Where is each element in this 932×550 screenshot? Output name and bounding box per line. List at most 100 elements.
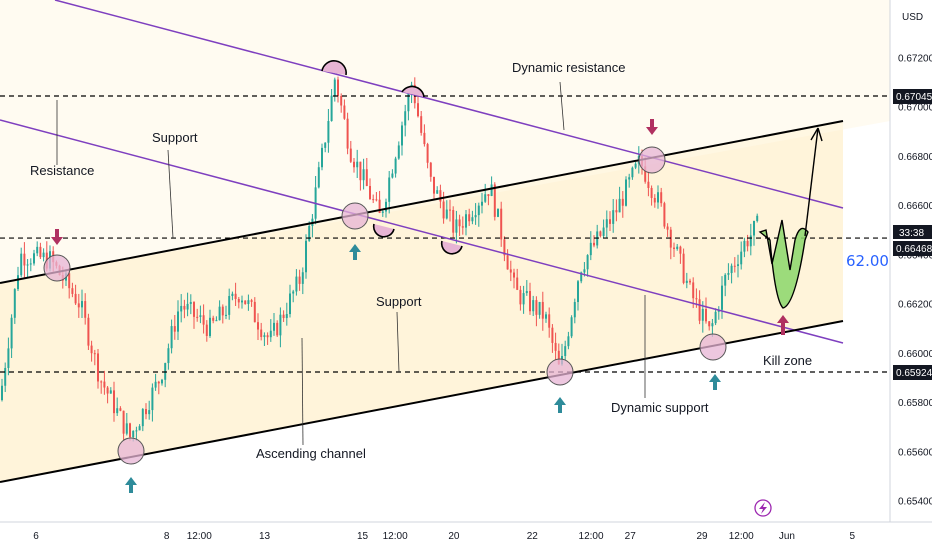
x-tick-label: 22 [527, 531, 539, 542]
x-ticks[interactable]: 6 8 12:00 13 15 12:00 20 22 12:00 27 29 12:00 Jun 5 [33, 531, 855, 542]
candle-body [244, 300, 247, 305]
candle-body [369, 185, 371, 200]
candle-body [708, 321, 711, 327]
candle-body [401, 125, 403, 146]
candle-body [580, 272, 583, 282]
candle-body [602, 227, 605, 236]
candle-body [673, 247, 675, 249]
candle-body [593, 242, 595, 246]
candle-body [509, 269, 512, 273]
candle-body [154, 381, 157, 388]
countdown-text: 33:38 [899, 228, 924, 239]
candle-body [737, 264, 739, 266]
y-tick-label: 0.65800 [898, 398, 932, 409]
candle-body [455, 219, 458, 233]
candle-body [449, 209, 451, 211]
candle-body [372, 199, 375, 201]
candle-body [420, 116, 423, 133]
channel-fill-layer [0, 0, 890, 482]
candle-body [282, 314, 285, 319]
candle-body [625, 179, 627, 206]
candle-body [167, 348, 170, 364]
candle-body [532, 300, 535, 312]
candle-body [503, 239, 506, 256]
candle-body [119, 408, 122, 411]
candle-body [327, 121, 330, 143]
x-tick-label: 6 [33, 531, 39, 542]
candle-body [317, 167, 320, 188]
candle-body [215, 320, 218, 322]
candle-body [340, 96, 343, 106]
up-arrow-icon [349, 244, 361, 260]
candle-body [122, 410, 125, 434]
candle-body [289, 293, 291, 315]
price-axis[interactable] [890, 0, 932, 550]
candle-body [663, 203, 666, 227]
candle-body [231, 293, 234, 296]
support-upper-pointer [167, 149, 174, 239]
candle-body [701, 308, 704, 321]
candle-body [551, 327, 554, 343]
candle-body [257, 322, 259, 330]
candle-body [365, 169, 368, 186]
x-tick-label: 27 [625, 531, 637, 542]
x-tick-label: Jun [779, 531, 795, 542]
candle-body [557, 350, 560, 365]
candle-body [740, 251, 743, 265]
candle-body [353, 161, 355, 168]
candle-body [189, 302, 192, 304]
x-tick-label: 12:00 [579, 531, 604, 542]
candle-body [484, 194, 487, 202]
candle-body [458, 219, 461, 227]
candle-body [545, 314, 547, 319]
candle-body [135, 430, 138, 432]
candle-body [266, 335, 269, 338]
candle-body [39, 246, 42, 258]
lightning-icon[interactable] [754, 499, 772, 517]
candle-body [359, 161, 362, 181]
candle-body [407, 93, 410, 112]
candle-body [180, 305, 183, 312]
candle-body [263, 335, 266, 337]
candle-body [279, 314, 282, 336]
candle-body [106, 387, 109, 394]
channel-fill [0, 121, 843, 482]
touch-circle [43, 254, 71, 282]
candle-body [141, 409, 144, 427]
candle-body [445, 209, 448, 219]
candle-body [186, 303, 189, 310]
candle-body [487, 194, 490, 197]
candle-body [698, 299, 701, 321]
markers-layer [43, 60, 823, 493]
candle-body [711, 323, 714, 327]
touch-hump [440, 240, 463, 255]
candle-body [676, 246, 679, 249]
candle-body [285, 314, 288, 319]
candle-body [151, 387, 154, 411]
current-price-text: 0.66468 [896, 244, 932, 255]
candle-body [132, 430, 135, 438]
candle-body [573, 302, 576, 318]
candle-body [615, 210, 618, 213]
candle-body [577, 281, 579, 303]
up-arrow-icon [709, 374, 721, 390]
candle-body [346, 118, 349, 149]
up-arrow-icon [554, 397, 566, 413]
candle-body [247, 300, 250, 305]
candle-body [260, 329, 263, 337]
candle-body [621, 198, 624, 206]
candle-body [1, 385, 3, 401]
candle-body [225, 314, 227, 316]
support-upper-label: Support [152, 130, 198, 145]
candle-body [657, 192, 659, 203]
candle-body [538, 301, 541, 315]
candle-body [618, 198, 621, 213]
candle-body [378, 199, 381, 213]
candle-body [685, 280, 688, 283]
candle-body [385, 201, 387, 212]
up-arrow-icon [125, 477, 137, 493]
candle-body [417, 103, 419, 117]
touch-circle [699, 333, 727, 361]
candle-body [727, 273, 730, 275]
